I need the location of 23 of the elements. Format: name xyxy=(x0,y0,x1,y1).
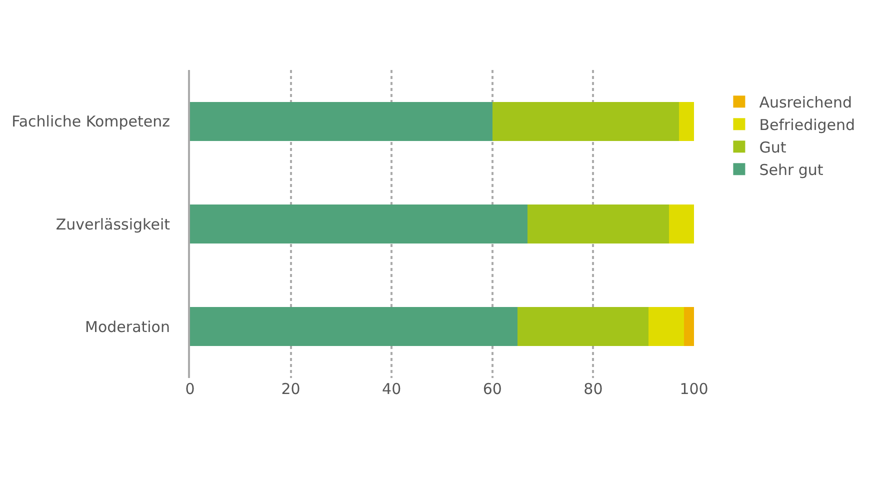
bar xyxy=(648,307,684,346)
legend-label: Sehr gut xyxy=(759,161,824,179)
x-tick-label: 40 xyxy=(382,380,402,398)
x-tick-label: 60 xyxy=(482,380,502,398)
bar xyxy=(190,204,528,244)
bar xyxy=(668,204,694,244)
bar xyxy=(684,307,694,346)
y-tick-label: Fachliche Kompetenz xyxy=(12,112,170,131)
legend-label: Gut xyxy=(759,138,786,156)
y-tick-label: Moderation xyxy=(85,318,170,336)
bar xyxy=(518,307,649,346)
bar xyxy=(528,204,669,244)
x-tick-label: 20 xyxy=(281,380,300,398)
bar xyxy=(190,102,492,141)
bar xyxy=(492,102,679,141)
x-tick-label: 100 xyxy=(680,380,708,398)
bar xyxy=(678,102,694,141)
x-tick-label: 0 xyxy=(185,380,195,398)
y-tick-label: Zuverlässigkeit xyxy=(56,215,170,234)
legend-label: Ausreichend xyxy=(759,94,852,112)
legend-label: Befriedigend xyxy=(759,116,856,134)
bar xyxy=(190,307,518,346)
x-tick-label: 80 xyxy=(584,380,603,398)
